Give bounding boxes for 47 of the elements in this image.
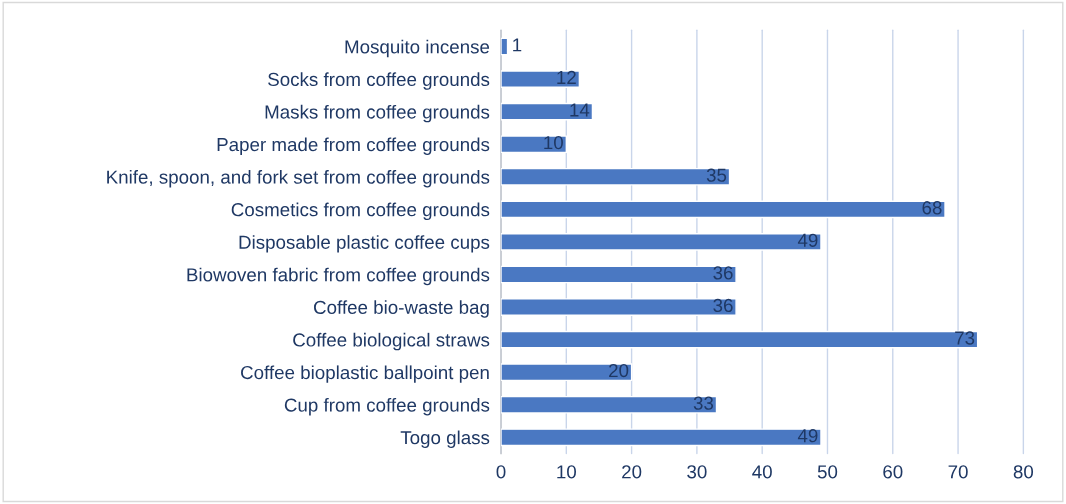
x-tick-label: 50 xyxy=(817,465,838,479)
bar xyxy=(501,265,737,284)
y-tick-label: Cup from coffee grounds xyxy=(284,397,490,416)
bar xyxy=(501,330,979,349)
bar xyxy=(501,167,731,186)
x-tick-label: 60 xyxy=(883,465,903,479)
x-tick-label: 40 xyxy=(752,465,772,479)
y-tick-label: Coffee bio-waste bag xyxy=(314,300,489,318)
y-tick-label: Knife, spoon, and fork set from coffee grounds xyxy=(107,169,490,188)
data-label: 12 xyxy=(557,70,576,84)
data-label: 49 xyxy=(797,429,818,443)
bar xyxy=(501,200,946,219)
bar xyxy=(501,135,568,154)
y-tick-label: Socks from coffee grounds xyxy=(268,72,490,90)
bar xyxy=(501,298,737,316)
y-tick-label: Coffee bioplastic ballpoint pen xyxy=(241,365,489,383)
data-label: 68 xyxy=(922,201,942,215)
y-tick-label: Biowoven fabric from coffee grounds xyxy=(187,267,490,286)
x-tick-label: 70 xyxy=(948,465,968,479)
data-label: 33 xyxy=(693,396,714,410)
bar xyxy=(501,102,594,121)
data-label: 10 xyxy=(544,135,563,150)
y-tick-label: Coffee biological straws xyxy=(293,332,490,351)
y-tick-label: Mosquito incense xyxy=(345,39,490,58)
y-tick-label: Masks from coffee grounds xyxy=(265,104,490,123)
data-label: 20 xyxy=(609,363,629,378)
x-tick-label: 80 xyxy=(1013,465,1034,479)
bar xyxy=(501,395,718,414)
y-tick-label: Paper made from coffee grounds xyxy=(217,137,490,155)
data-label: 14 xyxy=(570,103,590,117)
data-label: 36 xyxy=(713,298,733,313)
data-label: 73 xyxy=(955,331,975,345)
bar xyxy=(501,233,822,251)
x-tick-label: 30 xyxy=(687,465,707,479)
y-tick-label: Cosmetics from coffee grounds xyxy=(231,202,490,221)
y-tick-label: Togo glass xyxy=(400,430,490,448)
y-tick-label: Disposable plastic coffee cups xyxy=(239,235,490,253)
bar xyxy=(501,363,633,382)
data-label: 35 xyxy=(706,168,727,182)
x-tick-label: 20 xyxy=(622,465,642,479)
data-label: 1 xyxy=(513,38,522,52)
x-tick-label: 10 xyxy=(557,465,577,479)
data-label: 49 xyxy=(797,233,818,247)
bar xyxy=(501,428,822,447)
x-tick-label: 0 xyxy=(496,465,506,479)
bar xyxy=(501,70,581,88)
data-label: 36 xyxy=(713,266,733,280)
